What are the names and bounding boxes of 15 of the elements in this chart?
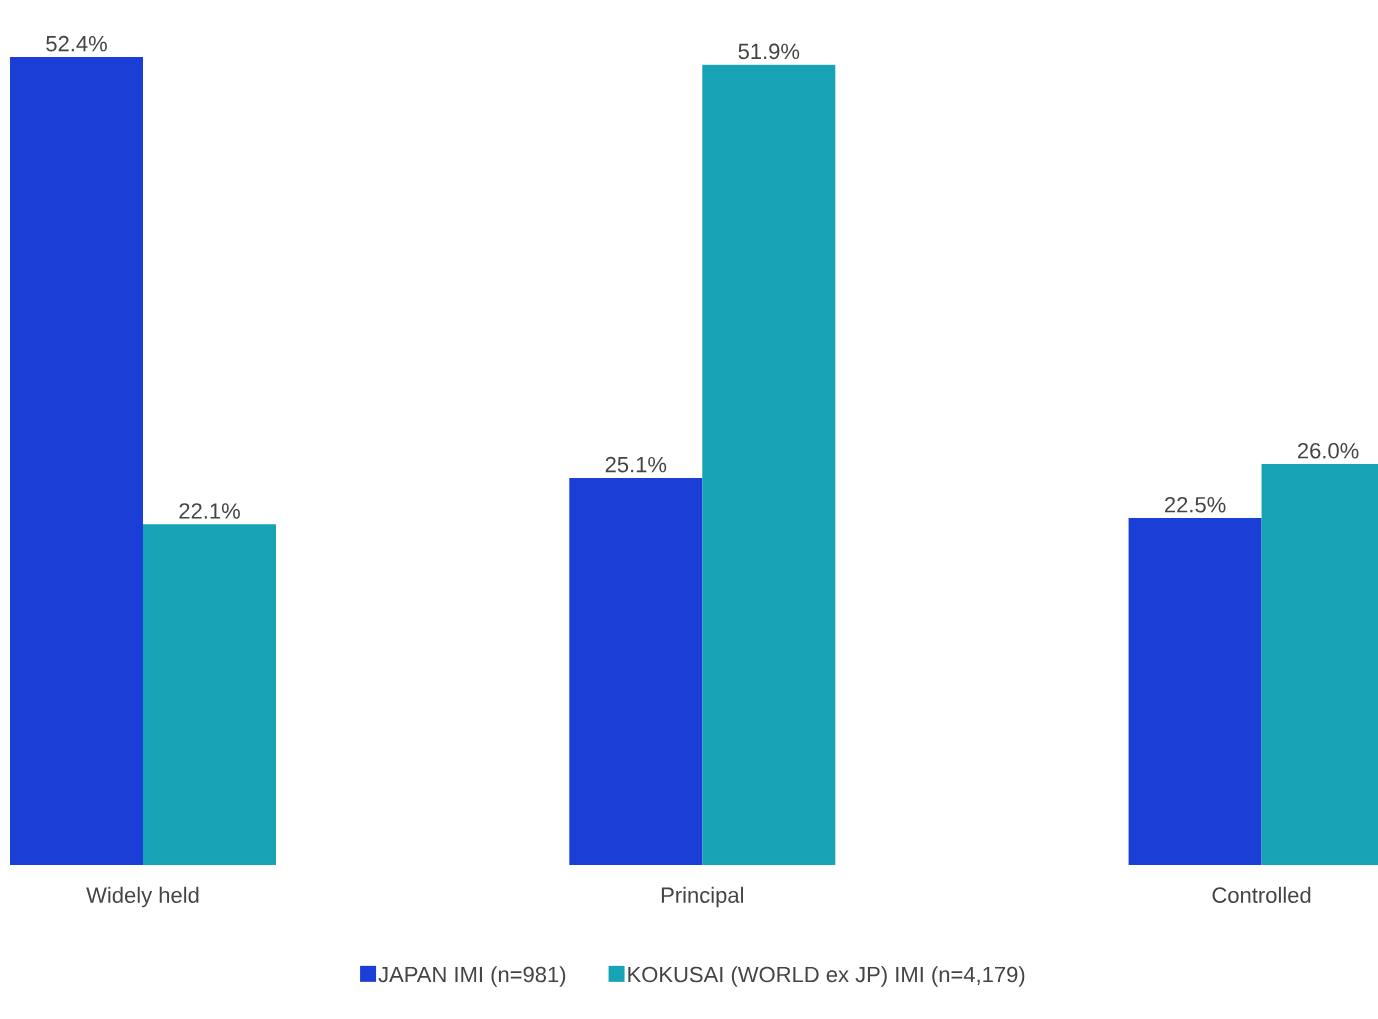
bar: [569, 477, 703, 865]
x-tick-label: Widely held: [86, 886, 199, 908]
data-label: 22.5%: [1164, 496, 1226, 513]
data-label: 22.1%: [179, 503, 240, 519]
data-label: 26.0%: [1297, 442, 1359, 459]
bar: [10, 56, 144, 865]
data-label: 25.1%: [605, 456, 667, 473]
bar: [143, 524, 277, 865]
data-label: 51.9%: [738, 43, 800, 60]
legend-label: JAPAN IMI (n=981): [378, 966, 566, 987]
x-tick-label: Controlled: [1212, 886, 1311, 903]
data-label: 52.4%: [46, 35, 107, 52]
bar: [702, 64, 836, 865]
legend-label: KOKUSAI (WORLD ex JP) IMI (n=4,179): [628, 966, 1025, 987]
x-tick-label: Principal: [661, 886, 743, 908]
